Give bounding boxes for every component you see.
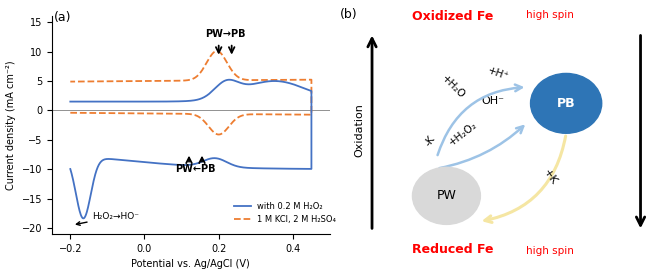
Circle shape [531, 73, 602, 133]
Text: PW→PB: PW→PB [205, 29, 246, 39]
Text: H₂O₂→HO⁻: H₂O₂→HO⁻ [76, 212, 140, 225]
Text: PB: PB [557, 97, 575, 110]
Circle shape [413, 167, 480, 224]
X-axis label: Potential vs. Ag/AgCl (V): Potential vs. Ag/AgCl (V) [131, 259, 250, 269]
Text: high spin: high spin [525, 10, 573, 20]
Text: (b): (b) [340, 8, 357, 21]
Text: +H⁺: +H⁺ [486, 65, 510, 82]
Text: PW: PW [437, 189, 456, 202]
Legend: with 0.2 M H₂O₂, 1 M KCl, 2 M H₂SO₄: with 0.2 M H₂O₂, 1 M KCl, 2 M H₂SO₄ [231, 199, 340, 228]
Text: high spin: high spin [525, 246, 573, 256]
Text: Oxidation: Oxidation [354, 104, 364, 157]
Text: OH⁻: OH⁻ [481, 96, 505, 106]
Text: Oxidized Fe: Oxidized Fe [412, 10, 494, 23]
Text: +K: +K [541, 167, 559, 187]
Text: -K: -K [423, 134, 437, 149]
Y-axis label: Current density (mA cm⁻²): Current density (mA cm⁻²) [6, 60, 16, 190]
Text: (a): (a) [54, 11, 71, 24]
Text: PW←PB: PW←PB [175, 164, 216, 174]
Text: Reduced Fe: Reduced Fe [412, 243, 494, 256]
Text: +H₂O₂: +H₂O₂ [446, 119, 479, 147]
Text: +H₂O: +H₂O [439, 73, 466, 101]
